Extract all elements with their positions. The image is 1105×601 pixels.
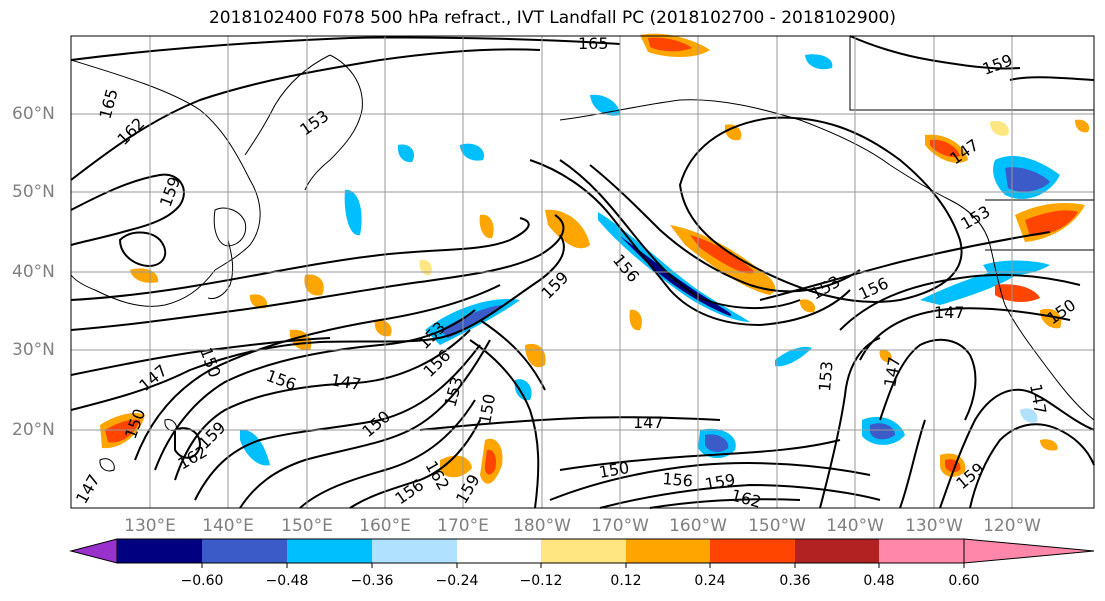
- colorbar-tick-label: −0.36: [350, 573, 394, 589]
- colorbar-tick-label: −0.48: [265, 573, 309, 589]
- contour-label: 147: [633, 413, 664, 432]
- lat-label: 50°N: [12, 182, 55, 202]
- colorbar-tick-label: 0.24: [694, 573, 726, 589]
- contour-lines: [70, 35, 1095, 509]
- colorbar-tick-label: 0.48: [863, 573, 895, 589]
- colorbar-right-arrow: [963, 538, 1095, 564]
- lon-label: 140°W: [826, 516, 884, 536]
- colorbar: [69, 538, 1095, 568]
- lon-label: 160°E: [359, 516, 411, 536]
- colorbar-tick-label: 0.60: [948, 573, 980, 589]
- lat-label: 40°N: [12, 262, 55, 282]
- contour-label: 153: [815, 360, 837, 392]
- colorbar-segment: [879, 539, 964, 563]
- lat-label: 60°N: [12, 104, 55, 124]
- lon-label: 160°W: [669, 516, 727, 536]
- colorbar-segment: [372, 539, 457, 563]
- coastlines: [70, 36, 1095, 472]
- colorbar-tick-label: 0.36: [779, 573, 811, 589]
- contour-label: 165: [578, 34, 609, 53]
- colorbar-segment: [457, 539, 541, 563]
- lon-label: 180°W: [513, 516, 571, 536]
- page-title: 2018102400 F078 500 hPa refract., IVT La…: [208, 8, 896, 28]
- colorbar-tick-label: −0.12: [519, 573, 563, 589]
- contour-label: 147: [934, 303, 965, 322]
- lat-label: 20°N: [12, 420, 55, 440]
- lon-label: 170°E: [437, 516, 489, 536]
- shading-layer: [100, 33, 1090, 484]
- lat-label: 30°N: [12, 340, 55, 360]
- colorbar-segment: [541, 539, 626, 563]
- colorbar-segment: [117, 539, 202, 563]
- colorbar-tick-label: −0.60: [180, 573, 224, 589]
- map-frame: [70, 35, 1095, 509]
- colorbar-segment: [287, 539, 372, 563]
- lon-label: 150°W: [748, 516, 806, 536]
- lon-label: 120°W: [983, 516, 1041, 536]
- lon-label: 130°W: [905, 516, 963, 536]
- lon-label: 130°E: [124, 516, 176, 536]
- colorbar-segment: [795, 539, 879, 563]
- colorbar-segment: [202, 539, 287, 563]
- graticule: [71, 36, 1094, 508]
- colorbar-tick-label: 0.12: [610, 573, 642, 589]
- contour-label: 156: [662, 469, 694, 491]
- lon-label: 170°W: [591, 516, 649, 536]
- colorbar-segment: [710, 539, 795, 563]
- lon-label: 140°E: [202, 516, 254, 536]
- lon-label: 150°E: [281, 516, 333, 536]
- colorbar-left-arrow: [69, 538, 118, 564]
- colorbar-tick-label: −0.24: [435, 573, 479, 589]
- colorbar-segment: [626, 539, 710, 563]
